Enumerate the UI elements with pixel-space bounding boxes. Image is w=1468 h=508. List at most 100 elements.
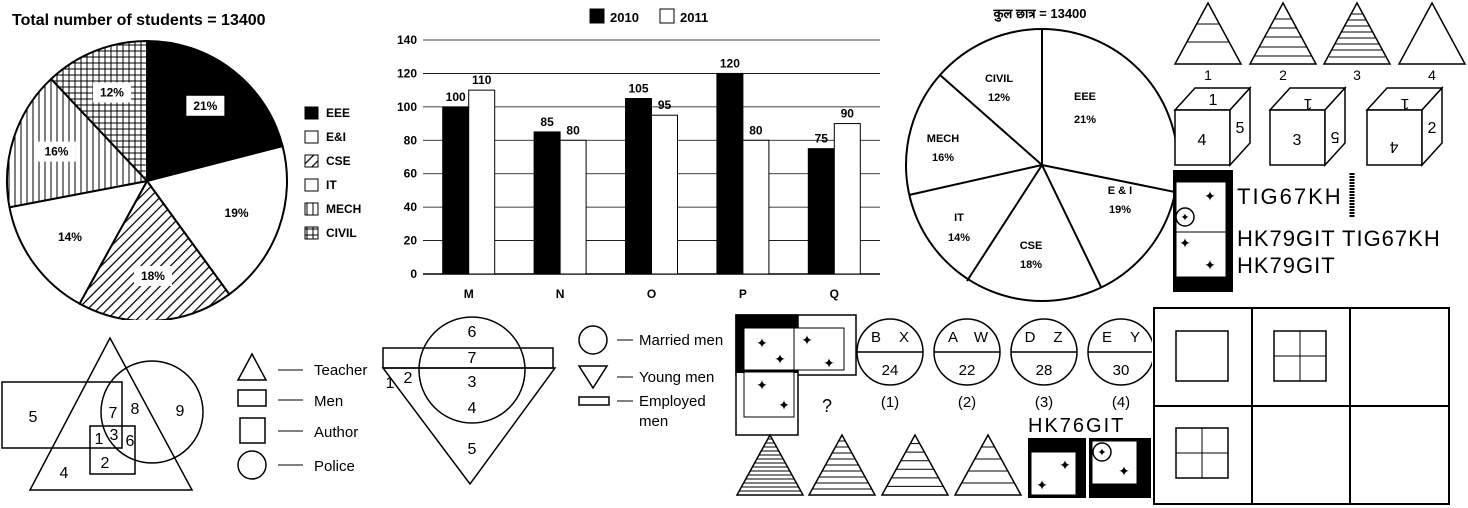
venn1-region-8: 8	[131, 401, 140, 418]
svg-text:✦: ✦	[1036, 477, 1048, 493]
bar-2010-Q	[807, 148, 835, 275]
x-tick-label: N	[556, 287, 565, 301]
circle-option-3: D Z28	[1010, 318, 1078, 386]
venn2-region-6: 6	[468, 324, 477, 341]
bar-2011-P	[742, 139, 770, 275]
svg-text:✦: ✦	[756, 335, 768, 351]
y-tick-label: 0	[410, 267, 417, 281]
svg-text:✦: ✦	[1118, 463, 1130, 479]
circle-symbol	[237, 450, 267, 480]
pie1-label-bg	[133, 266, 172, 287]
venn1-region-7: 7	[109, 405, 118, 422]
option-label: (4)	[1112, 394, 1130, 411]
venn2-region-4: 4	[468, 400, 477, 417]
pie1-legend-swatch	[304, 226, 319, 240]
y-tick-label: 20	[404, 234, 418, 248]
svg-text:✦: ✦	[823, 355, 835, 371]
pie2-pct-eee: 21%	[1074, 114, 1096, 126]
mirror-figure-top: ✦ ✦ ✦ ✦	[1173, 170, 1233, 292]
bar-2011-O	[651, 114, 678, 275]
venn2-region-3: 3	[468, 374, 477, 391]
venn1-region-5: 5	[29, 409, 38, 426]
legend-swatch-2011	[659, 8, 675, 24]
rectangle-symbol	[237, 389, 267, 407]
venn1-region-6: 6	[126, 433, 135, 450]
pie2-label-mech: MECH	[927, 133, 959, 145]
pie1-title: Total number of students = 13400	[12, 12, 266, 29]
pie2-title: कुल छात्र = 13400	[992, 6, 1086, 22]
square-grid-puzzle	[1153, 307, 1450, 505]
svg-text:X: X	[899, 329, 909, 346]
bar-value-label: 120	[720, 56, 740, 70]
cube3-top: 1	[1400, 95, 1409, 112]
pie2-pct-mech: 16%	[932, 152, 954, 164]
venn-diagram-1: 5 7 8 9 1 3 6 4 2	[1, 336, 204, 491]
venn1-region-1: 1	[95, 431, 104, 448]
pie1-legend-item: CSE	[304, 149, 384, 173]
svg-text:D: D	[1025, 329, 1036, 346]
bar-2010-N	[533, 131, 561, 275]
pie2-label-eee: EEE	[1074, 91, 1096, 103]
svg-text:✦: ✦	[1180, 212, 1189, 224]
circle-option-1: B X24	[856, 318, 924, 386]
question-mark: ?	[822, 396, 832, 416]
pie1-legend-item: MECH	[304, 197, 384, 221]
x-tick-label: P	[739, 287, 747, 301]
pie1-slice-cse	[78, 179, 231, 320]
cube-3	[1365, 86, 1444, 167]
pie1-pct-label: 18%	[141, 269, 165, 283]
striped-triangles-row	[735, 433, 1023, 496]
pie2-label-civil: CIVIL	[985, 73, 1013, 85]
pie2-pct-it: 14%	[948, 232, 970, 244]
pie1-chart: 21% 19% 18% 14% 16% 12%	[6, 39, 288, 320]
svg-text:✦: ✦	[1204, 257, 1216, 273]
venn-diagram-2: 6 7 3 1 2 4 5	[381, 316, 557, 486]
pie1-pct-label: 21%	[193, 99, 217, 113]
pie1-slice-civil	[49, 39, 148, 184]
pie1-legend-label: CSE	[326, 154, 351, 168]
cube3-side: 2	[1428, 120, 1437, 137]
mirror-question-text: TIG67KH	[1237, 184, 1343, 209]
svg-text:✦: ✦	[774, 351, 786, 367]
venn2-region-1: 1	[386, 375, 395, 392]
y-tick-label: 60	[404, 167, 418, 181]
svg-text:W: W	[974, 329, 989, 346]
pie2-label-cse: CSE	[1020, 240, 1043, 252]
svg-text:Y: Y	[1130, 329, 1140, 346]
bar-2010-O	[625, 98, 652, 275]
pie1-slice-ei	[145, 144, 288, 296]
y-tick-label: 40	[404, 200, 418, 214]
legend-young-men: Young men	[639, 369, 714, 386]
bar-value-label: 95	[658, 98, 672, 112]
bar-value-label: 80	[749, 123, 763, 137]
bar-2010-P	[716, 72, 744, 275]
x-tick-label: Q	[830, 287, 839, 301]
svg-text:✦: ✦	[1059, 457, 1071, 473]
pie1-label-bg	[186, 95, 225, 116]
legend-employed-men: Employed men	[639, 393, 706, 430]
svg-text:✦: ✦	[1179, 235, 1191, 251]
mirror-option-row2: HK79GIT	[1237, 253, 1336, 278]
pie1-label-bg	[92, 82, 131, 103]
pie1-legend: EEE E&I CSE IT MECH CIVIL	[304, 101, 384, 245]
option-label-3: 3	[1353, 67, 1361, 83]
sequence-figure: ✦ ✦ ✦ ✦ ✦ ✦	[735, 314, 857, 436]
circle-option-4: E Y30	[1087, 318, 1152, 386]
bar-value-label: 75	[815, 132, 829, 146]
figure-puzzle-panel: 1 2 3 4 1 4 5 1 3 5 1 4 2	[1173, 1, 1467, 292]
pie1-label-bg	[217, 203, 256, 224]
pie2-pct-ei: 19%	[1109, 204, 1131, 216]
legend-men: Men	[314, 393, 343, 410]
circle-option-2: A W 22	[933, 318, 1001, 386]
y-tick-label: 80	[404, 133, 418, 147]
option-triangle-2	[1248, 1, 1318, 65]
pie2-pct-cse: 18%	[1020, 259, 1042, 271]
legend-swatch-2010	[589, 8, 605, 24]
option-label-2: 2	[1279, 67, 1287, 83]
pie1-legend-swatch	[304, 130, 319, 144]
venn1-region-9: 9	[176, 403, 185, 420]
svg-text:✦: ✦	[778, 397, 790, 413]
pie1-legend-label: EEE	[326, 106, 351, 120]
svg-text:30: 30	[1113, 362, 1130, 379]
legend-police: Police	[314, 458, 355, 475]
